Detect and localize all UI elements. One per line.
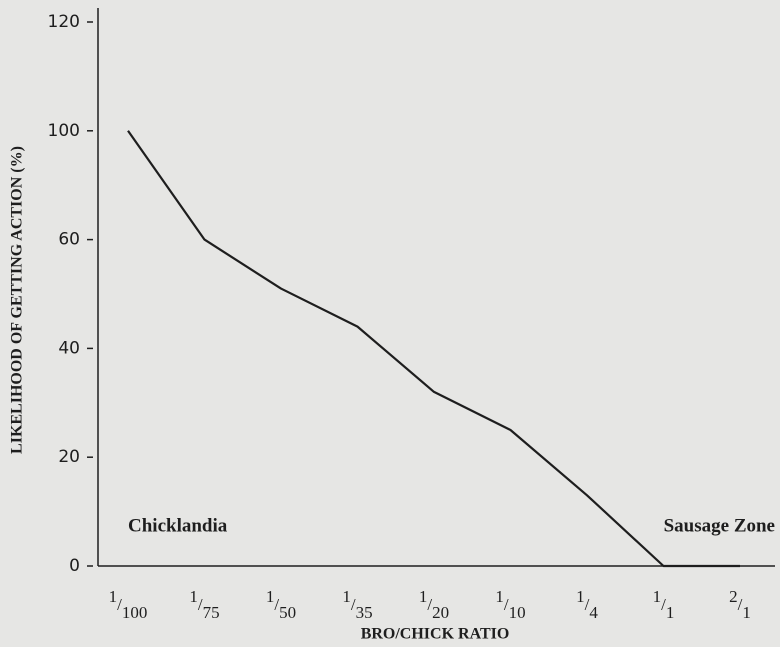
x-tick-label: 1/50 xyxy=(266,587,296,622)
y-tick-label: 40 xyxy=(58,338,80,358)
x-tick-label: 1/20 xyxy=(419,587,449,622)
x-tick-label: 2/1 xyxy=(729,587,751,622)
y-tick-label: 60 xyxy=(58,230,80,250)
y-tick-label: 120 xyxy=(48,12,80,32)
annotation: Chicklandia xyxy=(128,515,228,536)
annotation: Sausage Zone xyxy=(664,515,775,536)
line xyxy=(127,130,740,568)
x-tick-label: 1/100 xyxy=(109,587,148,622)
x-tick-label: 1/1 xyxy=(653,587,675,622)
y-tick-label: 100 xyxy=(48,121,80,141)
x-tick-label: 1/35 xyxy=(342,587,372,622)
y-tick-label: 20 xyxy=(58,447,80,467)
y-tick-label: 0 xyxy=(69,556,80,576)
x-tick-label: 1/75 xyxy=(189,587,219,622)
x-tick-label: 1/4 xyxy=(576,587,598,622)
x-axis-label: BRO/CHICK RATIO xyxy=(361,626,510,643)
y-axis-label: LIKELIHOOD OF GETTING ACTION (%) xyxy=(9,146,26,454)
x-tick-label: 1/10 xyxy=(495,587,525,622)
